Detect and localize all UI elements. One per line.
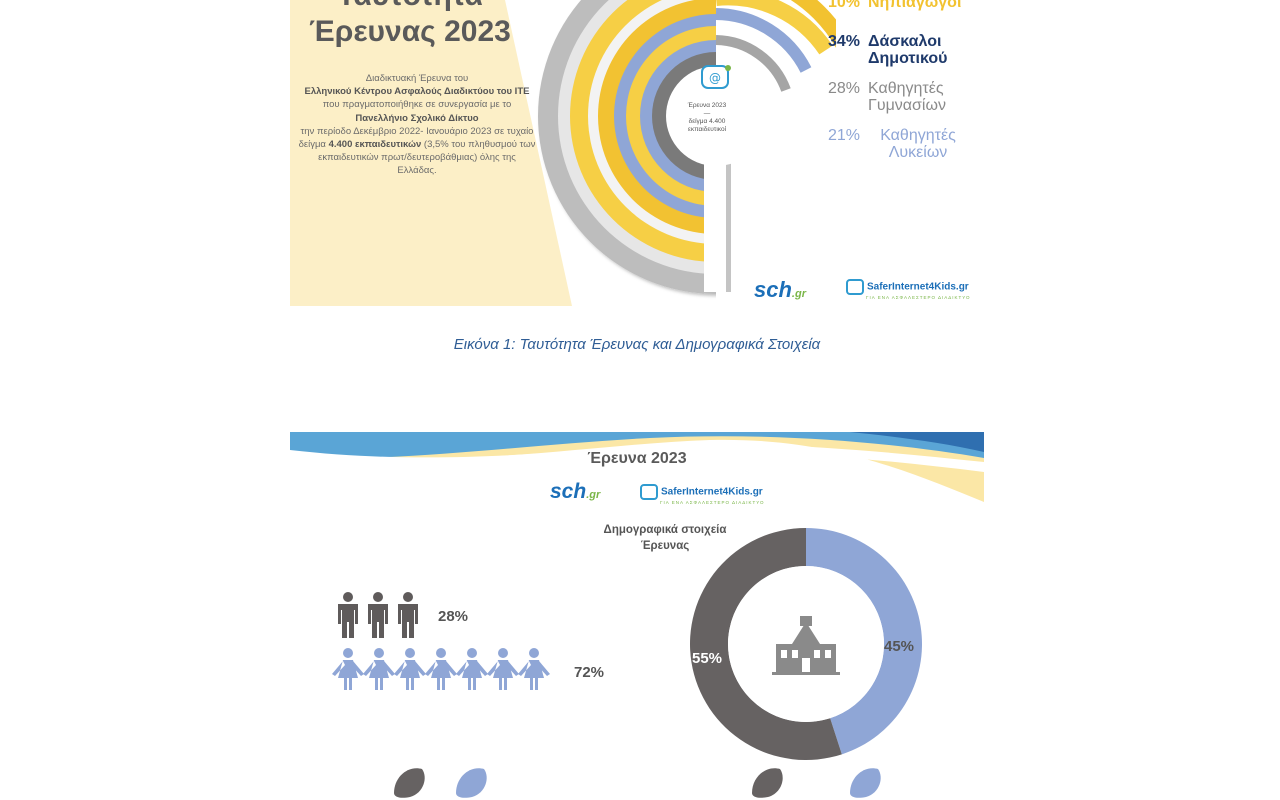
center-label-2: — — [703, 110, 711, 117]
ring-blue-arc — [715, 8, 812, 73]
male-person-icon — [338, 592, 358, 638]
demographics-title-line1: Δημογραφικά στοιχεία — [603, 524, 727, 536]
saferinternet-logo-2-sub: ΓΙΑ ΕΝΑ ΑΣΦΑΛΕΣΤΕΡΟ ΔΙΑΔΙΚΤΥΟ — [660, 500, 765, 505]
legend-kindergarten-label: Νηπιαγωγοί — [868, 0, 962, 11]
saferinternet-house-icon-2 — [640, 484, 658, 500]
demographics-title: Δημογραφικά στοιχεία Έρευνας — [570, 522, 760, 554]
demographics-title-line2: Έρευνας — [640, 540, 690, 552]
drop-icon-gray-right — [752, 768, 783, 798]
svg-text:@: @ — [709, 71, 721, 85]
header-wave — [290, 432, 984, 502]
saferinternet-logo-2: SaferInternet4Kids.gr ΓΙΑ ΕΝΑ ΑΣΦΑΛΕΣΤΕΡ… — [640, 484, 765, 505]
sch-logo: sch.gr — [754, 277, 806, 303]
female-person-icon — [332, 648, 364, 690]
ring-center-label: Έρευνα 2023 — δείγμα 4.400 εκπαιδευτικοί — [666, 102, 748, 134]
male-person-icon — [368, 592, 388, 638]
desc-part-3: που πραγματοποιήθηκε σε συνεργασία με το — [322, 99, 512, 111]
figure1-description: Διαδικτυακή Έρευνα του Ελληνικού Κέντρου… — [298, 72, 536, 178]
male-person-icon — [398, 592, 418, 638]
female-person-icon — [363, 648, 395, 690]
female-person-icon — [425, 648, 457, 690]
center-label-4: εκπαιδευτικοί — [687, 126, 727, 133]
ring-yellow-arc — [790, 0, 836, 49]
center-label-1: Έρευνα 2023 — [687, 102, 727, 109]
female-person-icon — [487, 648, 519, 690]
teacher-type-ring-chart: @ — [538, 0, 836, 306]
sch-logo-text: sch — [754, 277, 792, 302]
desc-part-4: Πανελλήνιο Σχολικό Δίκτυο — [355, 112, 479, 124]
survey-identity-figure: Ταυτότητα Έρευνας 2023 Διαδικτυακή Έρευν… — [290, 0, 984, 306]
female-person-icon — [394, 648, 426, 690]
drop-icon-blue-left — [456, 768, 487, 798]
sch-logo-2: sch.gr — [550, 480, 600, 504]
figure1-caption: Εικόνα 1: Ταυτότητα Έρευνας και Δημογραφ… — [453, 336, 821, 353]
saferinternet-logo-sub: ΓΙΑ ΕΝΑ ΑΣΦΑΛΕΣΤΕΡΟ ΔΙΑΔΙΚΤΥΟ — [866, 295, 971, 300]
sch-logo-gr: .gr — [791, 288, 806, 300]
legend-primary-pct: 34% — [828, 33, 861, 50]
saferinternet-logo-2-text: SaferInternet4Kids.gr — [661, 486, 763, 498]
saferinternet-logo-text: SaferInternet4Kids.gr — [867, 281, 969, 293]
donut-slice-dark — [689, 528, 842, 760]
legend-lyceum-pct: 21% — [828, 127, 861, 144]
female-person-icon — [518, 648, 550, 690]
donut-slice-light — [806, 528, 922, 755]
legend-gymnasium-pct: 28% — [828, 80, 861, 97]
ring-yellow-arc-2 — [716, 0, 833, 55]
male-percentage: 28% — [438, 608, 469, 625]
ring-center — [666, 66, 766, 166]
legend-lyceum: 21% Καθηγητές Λυκείων — [828, 127, 968, 161]
drop-icon-blue-right — [850, 768, 881, 798]
donut-light-percentage: 45% — [884, 638, 915, 655]
figure2-title: Έρευνα 2023 — [587, 450, 687, 467]
desc-part-2: Ελληνικού Κέντρου Ασφαλούς Διαδικτύου το… — [304, 86, 530, 98]
sch-logo-2-text: sch — [550, 480, 587, 503]
saferinternet-logo: SaferInternet4Kids.gr ΓΙΑ ΕΝΑ ΑΣΦΑΛΕΣΤΕΡ… — [846, 279, 971, 300]
donut-dark-percentage: 55% — [692, 650, 723, 667]
at-chat-icon: @ — [701, 65, 731, 89]
legend-primary: 34% Δάσκαλοι Δημοτικού — [828, 33, 978, 67]
desc-part-5: την περίοδο Δεκέμβριο 2022- Ιανουάριο 20… — [298, 125, 534, 151]
sch-logo-2-gr: .gr — [586, 489, 601, 501]
female-person-icon — [456, 648, 488, 690]
school-building-icon — [772, 616, 840, 675]
school-level-donut — [689, 528, 922, 760]
drop-icon-gray-left — [394, 768, 425, 798]
figure1-title-line1: Ταυτότητα — [337, 0, 483, 12]
legend-lyceum-label: Καθηγητές Λυκείων — [880, 127, 956, 161]
legend-kindergarten: 10% Νηπιαγωγοί — [828, 0, 961, 11]
female-percentage: 72% — [574, 664, 605, 681]
desc-part-7: (3,5% του πληθυσμού των εκπαιδευτικών πρ… — [318, 139, 536, 177]
desc-part-6: 4.400 εκπαιδευτικών — [328, 139, 422, 151]
gender-pictogram — [332, 592, 550, 690]
demographics-figure: Έρευνα 2023 sch.gr SaferInternet4Kids.gr… — [290, 432, 984, 800]
legend-gymnasium: 28% Καθηγητές Γυμνασίων — [828, 80, 978, 114]
legend-gymnasium-label: Καθηγητές Γυμνασίων — [868, 80, 946, 114]
figure1-background — [290, 0, 572, 306]
bottom-drop-icons — [394, 768, 881, 798]
saferinternet-house-icon — [846, 279, 864, 295]
legend-primary-label: Δάσκαλοι Δημοτικού — [868, 33, 948, 67]
legend-kindergarten-pct: 10% — [828, 0, 861, 11]
center-label-3: δείγμα 4.400 — [688, 118, 726, 125]
desc-part-1: Διαδικτυακή Έρευνα του — [365, 73, 469, 84]
figure1-title: Ταυτότητα Έρευνας 2023 — [300, 0, 520, 50]
ring-gray-arc — [715, 35, 791, 92]
figure1-title-line2: Έρευνας 2023 — [309, 15, 511, 48]
